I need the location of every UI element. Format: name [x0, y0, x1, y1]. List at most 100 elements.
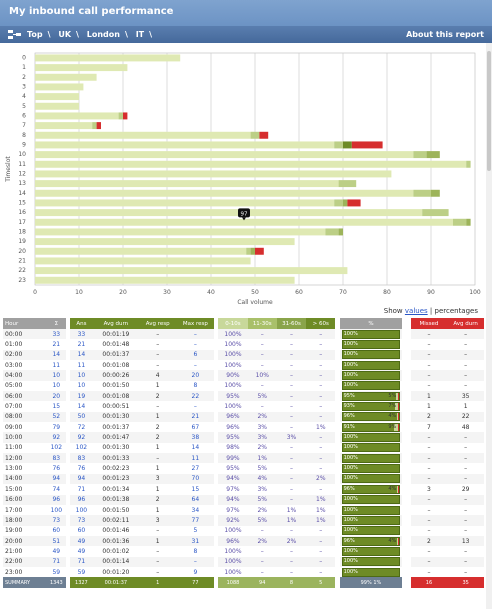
bar-segment[interactable]	[35, 160, 467, 168]
bar-segment[interactable]	[246, 247, 251, 255]
bar-segment[interactable]	[453, 218, 467, 226]
bar-segment[interactable]	[343, 141, 352, 149]
col-over-60s[interactable]: > 60s	[306, 318, 336, 329]
table-row[interactable]: 20:00 51 49 00:01:36 1 31 96% 2% 2% –4% 96% 2 13	[3, 535, 484, 547]
table-row[interactable]: 00:00 33 33 00:01:19– –100% – – –100% – –	[3, 329, 484, 340]
col-max-resp[interactable]: Max resp	[176, 318, 215, 329]
bar-segment[interactable]	[250, 131, 260, 139]
table-row[interactable]: 23:00 59 59 00:01:20 – 9 100% – – – 100% – –	[3, 567, 484, 577]
bar-segment[interactable]	[35, 228, 326, 236]
bar-segment[interactable]	[466, 160, 471, 168]
bar-segment[interactable]	[343, 199, 348, 207]
col-missed-avg-durn[interactable]: Avg durn	[447, 318, 484, 329]
bar-segment[interactable]	[35, 267, 348, 275]
bar-segment[interactable]	[35, 209, 423, 217]
bar-segment[interactable]	[35, 93, 79, 101]
bar-segment[interactable]	[351, 141, 383, 149]
bar-segment[interactable]	[92, 122, 97, 130]
col-percent[interactable]: %	[339, 318, 403, 329]
bar-segment[interactable]	[250, 247, 255, 255]
breadcrumb-london[interactable]: London	[86, 30, 120, 39]
bar-segment[interactable]	[338, 180, 357, 188]
col-missed[interactable]: Missed	[410, 318, 448, 329]
table-row[interactable]: 14:00 94 94 00:01:23 3 70 94% 4% –2% 100% – –	[3, 473, 484, 485]
breadcrumb-top[interactable]: Top	[27, 30, 43, 39]
bar-segment[interactable]	[259, 131, 269, 139]
scrollbar-thumb[interactable]	[487, 51, 491, 171]
bar-segment[interactable]	[413, 189, 431, 197]
bar-segment[interactable]	[96, 122, 101, 130]
hierarchy-icon[interactable]	[8, 30, 21, 39]
bar-segment[interactable]	[35, 189, 414, 197]
bar-segment[interactable]	[35, 54, 181, 62]
col-0-10s[interactable]: 0-10s	[218, 318, 248, 329]
table-row[interactable]: 13:00 76 76 00:02:23 1 27 95% 5% – – 100% – –	[3, 463, 484, 474]
col-31-60s[interactable]: 31-60s	[276, 318, 307, 329]
table-row[interactable]: 01:00 21 21 00:01:48 – – 100% – – – 100% – –	[3, 339, 484, 350]
bar-segment[interactable]	[35, 83, 84, 91]
bar-segment[interactable]	[35, 112, 119, 120]
col-hour[interactable]: Hour	[3, 318, 47, 329]
table-row[interactable]: 16:00 96 96 00:01:38 2 64 94% 5% –1% 100% – –	[3, 494, 484, 505]
bar-segment[interactable]	[35, 247, 247, 255]
table-row[interactable]: 19:00 60 60 00:01:46 – 5 100% – – – 100% – –	[3, 526, 484, 536]
y-tick-label: 11	[18, 161, 26, 168]
table-row[interactable]: 12:00 83 83 00:01:33–11 99% 1% – –100% – –	[3, 453, 484, 464]
show-values-link[interactable]: values	[404, 307, 428, 315]
bar-segment[interactable]	[422, 209, 449, 217]
breadcrumb-it[interactable]: IT	[135, 30, 145, 39]
bar-segment[interactable]	[35, 257, 251, 265]
col-total[interactable]: Σ	[46, 318, 66, 329]
table-row[interactable]: 06:00 20 19 00:01:08 2 22 95% 5% – –5% 95% 1 35	[3, 391, 484, 402]
bar-segment[interactable]	[35, 199, 335, 207]
col-avg-durn[interactable]: Avg durn	[92, 318, 139, 329]
bar-segment[interactable]	[334, 141, 343, 149]
table-row[interactable]: 22:00 71 71 00:01:14– –100% – – –100% – –	[3, 556, 484, 567]
table-row[interactable]: 08:00 52 50 00:01:30 1 21 96% 2% – –4% 96% 2 22	[3, 411, 484, 423]
table-row[interactable]: 10:00 92 92 00:01:47 2 38 95% 3% 3% –100% – –	[3, 432, 484, 443]
table-row[interactable]: 17:00 100 100 00:01:50 1 34 97% 2% 1% 1% 100% – –	[3, 505, 484, 515]
bar-segment[interactable]	[35, 276, 295, 284]
bar-segment[interactable]	[35, 122, 93, 130]
bar-segment[interactable]	[413, 151, 427, 159]
table-row[interactable]: 02:00 14 14 00:01:37–6 100% – – –100% – –	[3, 349, 484, 361]
bar-segment[interactable]	[431, 189, 440, 197]
answered-percent-bar: 7% 93%	[341, 402, 401, 412]
scrollbar[interactable]	[486, 43, 492, 609]
about-report-link[interactable]: About this report	[406, 30, 484, 39]
cell-percent-bar: 100%	[339, 515, 403, 526]
bar-segment[interactable]	[35, 218, 453, 226]
col-answered[interactable]: Ans	[69, 318, 93, 329]
table-row[interactable]: 03:00 11 11 00:01:08 – – 100% – – – 100% – –	[3, 360, 484, 370]
table-row[interactable]: 15:00 74 71 00:01:34 1 15 97% 3% – – 4% 96% 3 29	[3, 484, 484, 494]
bar-segment[interactable]	[35, 170, 392, 178]
bar-segment[interactable]	[35, 141, 335, 149]
table-row[interactable]: 07:00 15 14 00:00:51 – – 100% – – – 7% 93% 1 1	[3, 401, 484, 412]
bar-segment[interactable]	[35, 238, 295, 246]
table-row[interactable]: 09:00 79 72 00:01:37 2 67 96% 3% – 1% 9% 91% 7 48	[3, 422, 484, 432]
bar-segment[interactable]	[466, 218, 471, 226]
bar-segment[interactable]	[35, 73, 97, 81]
bar-segment[interactable]	[426, 151, 440, 159]
col-avg-resp[interactable]: Avg resp	[138, 318, 177, 329]
bar-segment[interactable]	[35, 151, 414, 159]
table-row[interactable]: 04:00 10 10 00:00:26 4 20 90% 10% – –100% – –	[3, 370, 484, 381]
table-row[interactable]: 18:00 73 73 00:02:11 3 77 92% 5% 1% 1% 100% – –	[3, 515, 484, 526]
bar-segment[interactable]	[35, 64, 128, 72]
table-row[interactable]: 11:00 102 102 00:01:30 1 14 98% 2% – – 100% – –	[3, 443, 484, 453]
show-percentages-link[interactable]: percentages	[434, 307, 479, 315]
bar-segment[interactable]	[35, 131, 251, 139]
table-row[interactable]: 05:00 10 10 00:01:50 1 8 100% – – – 100% – –	[3, 381, 484, 391]
bar-segment[interactable]	[123, 112, 128, 120]
bar-segment[interactable]	[255, 247, 264, 255]
col-11-30s[interactable]: 11-30s	[247, 318, 277, 329]
bar-segment[interactable]	[347, 199, 361, 207]
bar-segment[interactable]	[35, 180, 339, 188]
bar-segment[interactable]	[118, 112, 123, 120]
table-row[interactable]: 21:00 49 49 00:01:02 – 8 100% – – – 100% – –	[3, 546, 484, 556]
bar-segment[interactable]	[35, 102, 79, 110]
breadcrumb-uk[interactable]: UK	[58, 30, 72, 39]
bar-segment[interactable]	[325, 228, 339, 236]
bar-segment[interactable]	[338, 228, 343, 236]
bar-segment[interactable]	[334, 199, 343, 207]
